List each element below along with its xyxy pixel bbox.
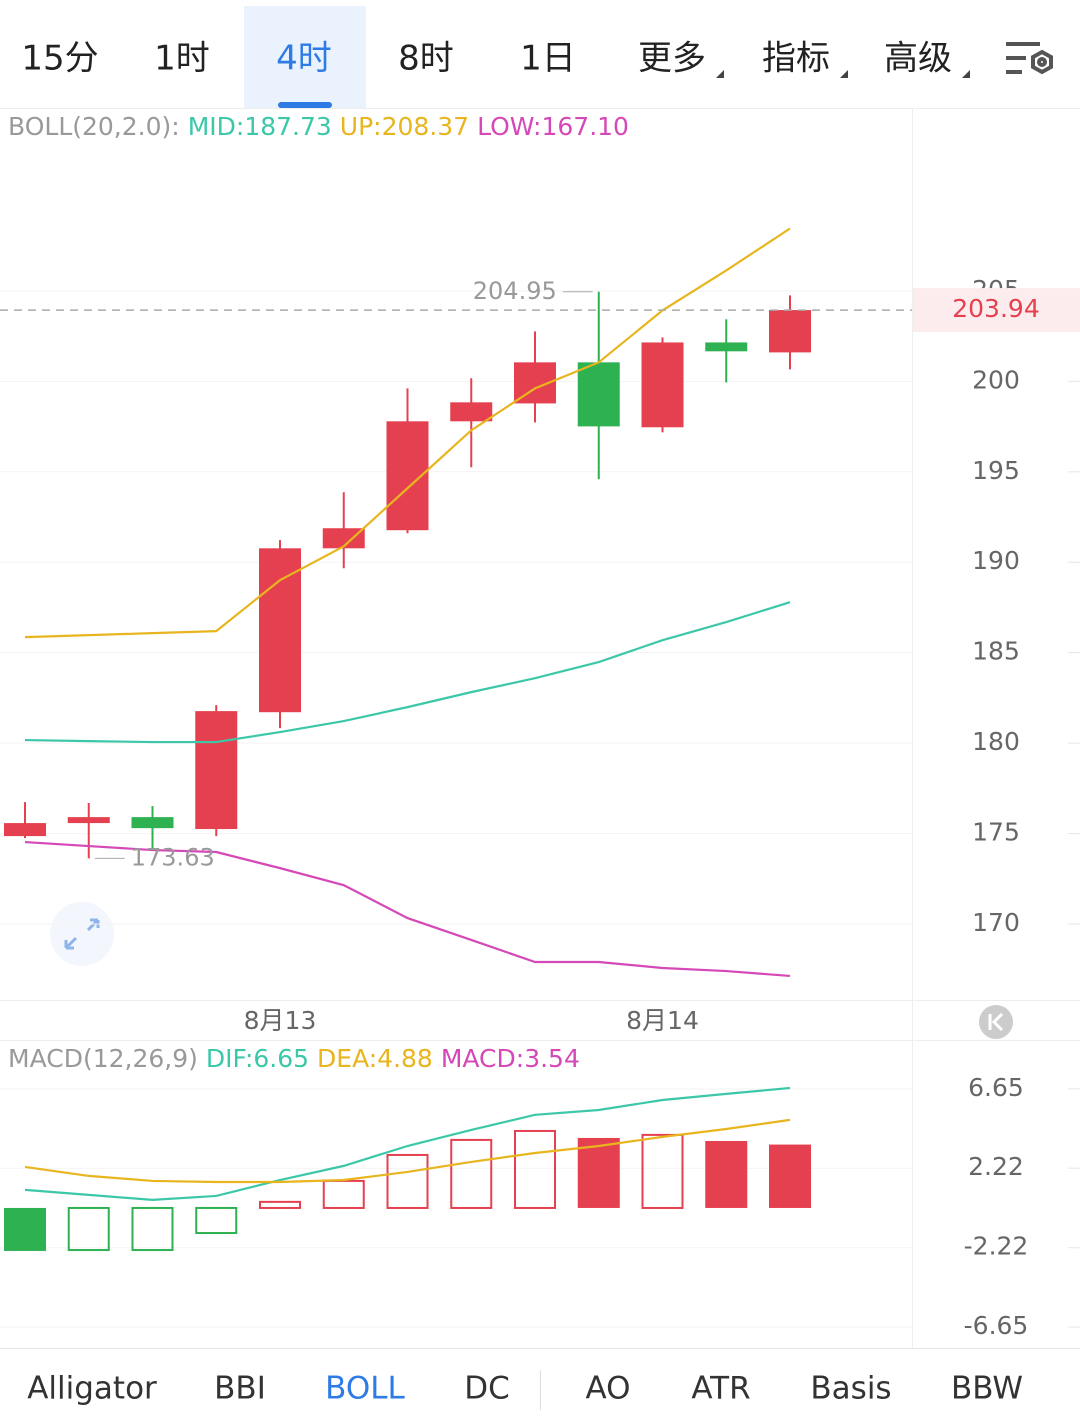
candle-body	[769, 310, 811, 353]
dropdown-mark	[962, 70, 970, 78]
indicator-line	[24, 601, 791, 744]
indicator-tab[interactable]: Alligator	[27, 1371, 157, 1407]
macd-bar	[259, 1200, 301, 1209]
legend: BOLL(20,2.0): MID:187.73 UP:208.37 LOW:167.…	[8, 112, 629, 141]
legend-item: UP:208.37	[340, 112, 469, 141]
y-tick-label: 185	[972, 637, 1020, 666]
legend-item: LOW:167.10	[477, 112, 629, 141]
time-tab[interactable]: 更多	[638, 39, 706, 79]
indicator-tab[interactable]: BOLL	[325, 1371, 405, 1407]
macd-bar	[67, 1206, 110, 1252]
y-tick-label: 200	[972, 365, 1020, 394]
reset-button[interactable]	[979, 1005, 1013, 1039]
indicator-tab[interactable]: BBW	[951, 1371, 1023, 1407]
legend-item: DEA:4.88	[317, 1044, 433, 1073]
candle-body	[577, 362, 620, 427]
last-price-box	[913, 288, 1080, 333]
y-tick-label: -2.22	[964, 1232, 1029, 1261]
time-tab[interactable]: 8时	[398, 39, 454, 79]
time-tab[interactable]: 4时	[276, 39, 332, 79]
candle-body	[259, 548, 301, 713]
y-tick-label: 195	[972, 456, 1020, 485]
macd-bar	[195, 1206, 238, 1235]
candle-body	[131, 817, 174, 829]
candle-body	[4, 823, 46, 837]
time-tab[interactable]: 15分	[21, 39, 98, 79]
time-tab[interactable]: 高级	[884, 39, 952, 79]
x-tick-label: 8月13	[244, 1006, 317, 1035]
time-tab[interactable]: 1日	[520, 39, 576, 79]
macd-bar	[577, 1137, 620, 1208]
y-tick-label: 190	[972, 546, 1020, 575]
y-tick-label: -6.65	[964, 1311, 1029, 1340]
macd-bar	[4, 1207, 46, 1251]
dropdown-mark	[840, 70, 848, 78]
legend-title: MACD(12,26,9)	[8, 1044, 198, 1073]
macd-bar	[322, 1179, 365, 1209]
candle-body	[450, 402, 493, 422]
y-tick-label: 2.22	[968, 1152, 1024, 1181]
time-tab[interactable]: 1时	[154, 39, 210, 79]
macd-bar	[705, 1140, 748, 1208]
legend-title: BOLL(20,2.0):	[8, 112, 180, 141]
indicator-line	[24, 1086, 791, 1202]
macd-bar	[769, 1144, 811, 1208]
legend-item: MACD:3.54	[441, 1044, 580, 1073]
candle-body	[195, 711, 238, 830]
indicator-tab[interactable]: BBI	[214, 1371, 266, 1407]
candle-body	[705, 342, 748, 352]
x-tick-label: 8月14	[626, 1006, 699, 1035]
tab-underline	[278, 102, 332, 108]
expand-button[interactable]	[50, 902, 114, 966]
settings-icon[interactable]	[1006, 42, 1053, 75]
macd-bar	[131, 1206, 174, 1252]
indicator-tab[interactable]: DC	[464, 1371, 510, 1407]
y-tick-label: 180	[972, 727, 1020, 756]
macd-bar	[450, 1138, 493, 1209]
macd-bar	[514, 1129, 556, 1209]
y-tick-label: 170	[972, 908, 1020, 937]
y-tick-label: 6.65	[968, 1073, 1024, 1102]
time-tab[interactable]: 指标	[762, 39, 830, 79]
legend-item: MID:187.73	[188, 112, 332, 141]
indicator-tab[interactable]: Basis	[810, 1371, 891, 1407]
indicator-tab[interactable]: ATR	[691, 1371, 750, 1407]
dropdown-mark	[716, 70, 724, 78]
macd-bar	[641, 1133, 684, 1209]
indicator-line	[24, 840, 791, 978]
candle-body	[322, 528, 365, 549]
candle-body	[67, 817, 110, 824]
macd-bar	[386, 1153, 429, 1209]
tab-selected-bg	[244, 6, 366, 108]
indicator-tab[interactable]: AO	[585, 1371, 630, 1407]
indicator-line	[24, 1118, 791, 1184]
y-tick-label: 175	[972, 818, 1020, 847]
min-annotation: 173.63	[131, 843, 215, 871]
legend-item: DIF:6.65	[206, 1044, 309, 1073]
candle-body	[641, 342, 684, 428]
max-annotation: 204.95	[473, 277, 557, 305]
last-price-label: 203.94	[952, 294, 1039, 323]
legend: MACD(12,26,9) DIF:6.65 DEA:4.88 MACD:3.54	[8, 1044, 580, 1073]
